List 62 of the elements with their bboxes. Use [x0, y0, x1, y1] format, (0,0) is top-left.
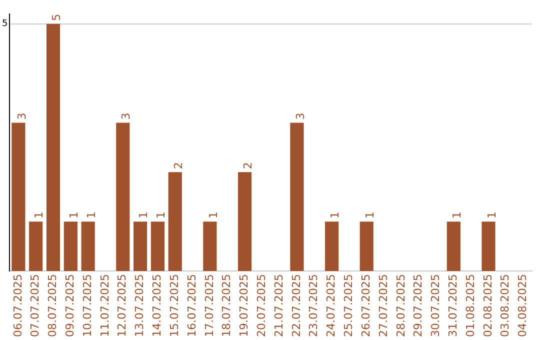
x-tick-label: 22.07.2025	[290, 274, 303, 338]
data-label: 1	[32, 212, 46, 219]
x-tick-label: 20.07.2025	[255, 274, 268, 338]
x-tick-label: 14.07.2025	[150, 274, 164, 338]
bar	[12, 122, 26, 272]
x-tick-label: 01.08.2025	[464, 274, 477, 338]
bar	[64, 222, 78, 272]
x-tick-label: 11.07.2025	[98, 274, 112, 338]
data-label: 1	[68, 212, 81, 219]
x-tick-label: 15.07.2025	[168, 274, 181, 338]
x-tick-label: 19.07.2025	[238, 274, 251, 338]
x-tick-label: 03.08.2025	[498, 274, 512, 338]
x-tick-label: 06.07.2025	[11, 274, 24, 338]
bar	[203, 222, 217, 272]
bar	[150, 222, 164, 272]
x-tick-label: 25.07.2025	[342, 274, 356, 338]
bar	[446, 222, 460, 272]
x-tick-label: 27.07.2025	[376, 274, 390, 338]
x-tick-label: 31.07.2025	[446, 274, 460, 338]
x-tick-label: 08.07.2025	[46, 274, 60, 338]
bar	[360, 222, 374, 272]
x-tick-label: 17.07.2025	[202, 274, 216, 338]
x-tick-label: 10.07.2025	[80, 274, 94, 338]
data-label: 1	[84, 212, 98, 219]
x-tick-label: 28.07.2025	[394, 274, 408, 338]
data-label: 1	[154, 212, 168, 219]
bar	[29, 222, 43, 272]
data-label: 1	[450, 212, 464, 219]
x-tick-label: 24.07.2025	[324, 274, 338, 338]
bar	[46, 24, 60, 272]
bar	[482, 222, 496, 272]
data-label: 1	[363, 212, 376, 219]
data-label: 1	[206, 212, 220, 219]
x-tick-label: 21.07.2025	[272, 274, 286, 338]
x-tick-label: 12.07.2025	[116, 274, 129, 338]
data-label: 5	[50, 14, 64, 21]
data-label: 3	[120, 112, 133, 120]
data-label: 3	[294, 112, 307, 120]
x-tick-label: 09.07.2025	[64, 274, 77, 338]
data-label: 1	[485, 212, 498, 219]
bar	[238, 172, 252, 272]
x-tick-label: 23.07.2025	[307, 274, 320, 338]
x-tick-label: 18.07.2025	[220, 274, 234, 338]
x-tick-label: 26.07.2025	[359, 274, 372, 338]
x-tick-label: 13.07.2025	[133, 274, 146, 338]
data-label: 1	[328, 212, 342, 219]
data-label: 1	[137, 212, 150, 219]
bar	[290, 122, 304, 272]
x-tick-label: 02.08.2025	[481, 274, 494, 338]
bar	[325, 222, 339, 272]
data-label: 2	[242, 162, 255, 170]
x-tick-label: 04.08.2025	[516, 274, 530, 338]
data-label: 2	[172, 162, 185, 170]
x-tick-label: 29.07.2025	[412, 274, 425, 338]
bar	[81, 222, 95, 272]
bar	[116, 122, 130, 272]
x-tick-label: 07.07.2025	[28, 274, 42, 338]
x-tick-label: 30.07.2025	[429, 274, 442, 338]
bar	[134, 222, 148, 272]
data-label: 3	[15, 112, 28, 120]
x-tick-label: 16.07.2025	[185, 274, 198, 338]
bar	[168, 172, 182, 272]
